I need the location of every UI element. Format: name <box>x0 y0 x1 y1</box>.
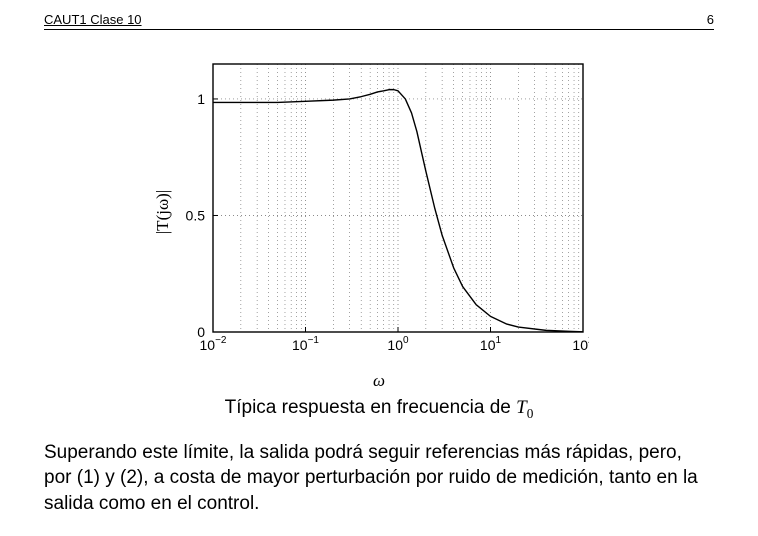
header-title: CAUT1 Clase 10 <box>44 12 142 27</box>
chart-caption: Típica respuesta en frecuencia de T0 <box>44 397 714 422</box>
caption-subscript: 0 <box>527 406 534 421</box>
svg-text:102: 102 <box>572 335 589 353</box>
svg-text:100: 100 <box>387 335 409 353</box>
page-header: CAUT1 Clase 10 6 <box>44 12 714 30</box>
caption-text: Típica respuesta en frecuencia de <box>225 397 517 418</box>
chart-svg: 00.5110−210−1100101102 <box>169 58 589 360</box>
y-axis-label: |T(jω)| <box>153 189 173 233</box>
chart-container: |T(jω)| ω 00.5110−210−1100101102 <box>44 58 714 365</box>
svg-text:10−1: 10−1 <box>292 335 319 353</box>
page: CAUT1 Clase 10 6 |T(jω)| ω 0 0.5 1 10−2 10−1… <box>0 0 758 536</box>
page-number: 6 <box>707 12 714 27</box>
body-paragraph: Superando este límite, la salida podrá s… <box>44 440 714 517</box>
svg-text:0.5: 0.5 <box>186 207 206 223</box>
svg-text:101: 101 <box>480 335 502 353</box>
svg-text:10−2: 10−2 <box>200 335 227 353</box>
svg-text:1: 1 <box>197 91 205 107</box>
x-axis-label: ω <box>373 371 385 391</box>
frequency-response-chart: |T(jω)| ω 00.5110−210−1100101102 <box>169 58 589 365</box>
caption-symbol: T <box>516 397 527 418</box>
